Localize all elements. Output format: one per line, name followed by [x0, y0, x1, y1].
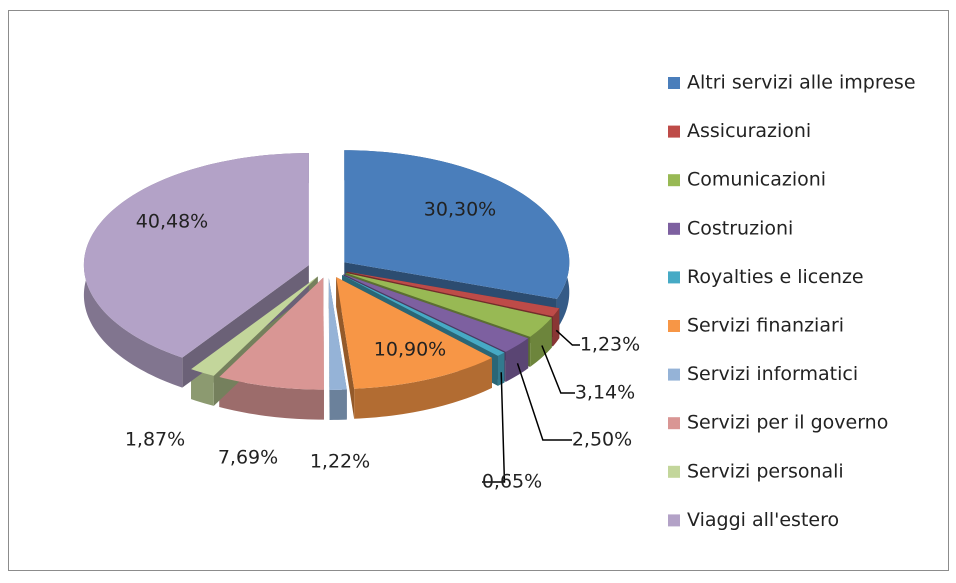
legend-swatch [668, 222, 680, 235]
legend-swatch [668, 320, 680, 332]
slice [336, 277, 492, 389]
legend-label: Servizi personali [687, 460, 844, 482]
slice [83, 153, 309, 358]
legend-label: Comunicazioni [687, 169, 826, 191]
legend-swatch [668, 271, 680, 284]
data-label: 3,14% [575, 382, 635, 404]
slice-wall [354, 357, 492, 419]
legend-swatch [668, 174, 680, 187]
legend-label: Altri servizi alle imprese [687, 72, 916, 94]
slice-wall [219, 377, 324, 420]
legend-swatch [668, 77, 680, 89]
data-label: 30,30% [424, 199, 496, 221]
slice-wall [552, 308, 560, 347]
slice [219, 277, 324, 390]
data-label: 0,65% [482, 471, 542, 493]
legend-label: Assicurazioni [687, 120, 811, 142]
legend-swatch [668, 465, 680, 478]
data-label: 40,48% [136, 211, 208, 233]
leader-line [555, 329, 580, 346]
slice-wall [329, 389, 347, 420]
legend-label: Viaggi all'estero [687, 509, 839, 531]
slice-wall [497, 352, 505, 386]
data-label: 1,23% [580, 334, 640, 356]
legend-swatch [668, 417, 680, 430]
legend-label: Servizi informatici [687, 363, 858, 385]
legend-label: Costruzioni [687, 217, 793, 239]
slice-wall [505, 338, 529, 382]
slice [328, 277, 347, 390]
legend-swatch [668, 368, 680, 381]
slice-wall [530, 317, 552, 367]
slice [342, 275, 505, 356]
slice [344, 150, 570, 299]
data-label: 7,69% [218, 447, 278, 469]
leader-line [516, 363, 572, 441]
slice-wall [191, 369, 214, 406]
legend-label: Servizi finanziari [687, 315, 844, 337]
slice-side [328, 277, 330, 420]
legend-swatch [668, 125, 680, 138]
leader-line [482, 372, 506, 483]
data-label: 10,90% [374, 339, 446, 361]
data-label: 2,50% [572, 429, 632, 451]
data-label: 1,87% [125, 429, 185, 451]
legend-label: Royalties e licenze [687, 266, 864, 288]
legend-swatch [668, 514, 680, 527]
slice [343, 274, 529, 352]
slice-side [336, 277, 355, 419]
legend-label: Servizi per il governo [687, 412, 888, 434]
slice [345, 272, 552, 337]
leader-line [541, 345, 575, 394]
slice [191, 276, 318, 376]
data-label: 1,22% [310, 451, 370, 473]
slice [346, 271, 560, 317]
